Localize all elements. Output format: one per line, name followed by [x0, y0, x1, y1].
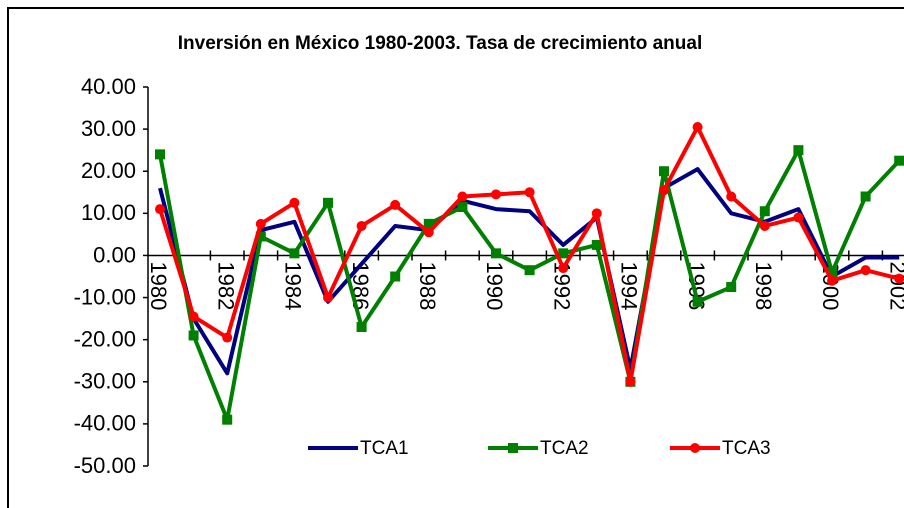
marker — [155, 149, 165, 160]
marker — [222, 414, 233, 425]
legend-label: TCA3 — [722, 438, 771, 459]
x-tick-label: 1982 — [213, 261, 238, 310]
y-tick-label: -10.00 — [74, 284, 136, 309]
legend-marker — [690, 443, 700, 453]
marker — [491, 189, 501, 200]
marker — [423, 227, 434, 238]
marker — [726, 191, 737, 202]
marker — [591, 208, 602, 219]
x-tick-label: 1984 — [281, 261, 306, 310]
y-tick-label: 10.00 — [81, 200, 136, 225]
marker — [289, 197, 300, 208]
marker — [625, 376, 636, 387]
y-tick-label: -50.00 — [74, 453, 136, 478]
marker — [860, 265, 871, 276]
marker — [323, 197, 333, 208]
y-tick-label: -20.00 — [74, 326, 136, 351]
y-tick-label: 0.00 — [93, 242, 136, 267]
marker — [793, 212, 804, 223]
marker — [759, 206, 770, 217]
x-tick-label: 1994 — [617, 261, 642, 310]
legend-marker — [508, 443, 518, 453]
series-line — [158, 167, 900, 376]
x-tick-label: 2002 — [885, 261, 904, 310]
marker — [591, 239, 602, 250]
y-tick-label: 30.00 — [81, 116, 136, 141]
marker — [692, 122, 703, 133]
marker — [759, 220, 770, 231]
marker — [457, 202, 468, 213]
marker — [390, 199, 401, 210]
chart-title: Inversión en México 1980-2003. Tasa de c… — [178, 33, 703, 54]
marker — [188, 311, 199, 322]
chart-frame — [7, 7, 904, 508]
marker — [894, 273, 904, 284]
marker — [558, 263, 569, 274]
marker — [356, 220, 367, 231]
x-tick-label: 1990 — [482, 261, 507, 310]
y-tick-label: 40.00 — [81, 74, 136, 99]
x-tick-label: 1980 — [146, 261, 171, 310]
marker — [692, 296, 703, 307]
marker — [659, 166, 669, 177]
x-tick-label: 1988 — [415, 261, 440, 310]
legend-label: TCA2 — [540, 438, 589, 459]
marker — [457, 191, 468, 202]
marker — [726, 282, 737, 293]
marker — [255, 231, 266, 242]
marker — [894, 155, 904, 166]
marker — [423, 218, 434, 229]
marker — [222, 332, 233, 343]
x-tick-label: 1998 — [751, 261, 776, 310]
marker — [491, 248, 501, 259]
marker — [188, 330, 199, 341]
marker — [524, 187, 535, 198]
y-tick-label: -40.00 — [74, 411, 136, 436]
marker — [860, 191, 871, 202]
marker — [390, 271, 401, 282]
marker — [827, 275, 837, 286]
marker — [255, 218, 266, 229]
marker — [289, 248, 300, 259]
marker — [827, 267, 837, 278]
marker — [793, 145, 804, 156]
marker — [524, 265, 535, 276]
marker — [659, 185, 669, 196]
marker — [155, 204, 165, 215]
marker — [558, 248, 569, 259]
y-tick-label: 20.00 — [81, 158, 136, 183]
marker — [356, 322, 367, 333]
y-tick-label: -30.00 — [74, 369, 136, 394]
marker — [323, 292, 333, 303]
legend-label: TCA1 — [360, 438, 409, 459]
